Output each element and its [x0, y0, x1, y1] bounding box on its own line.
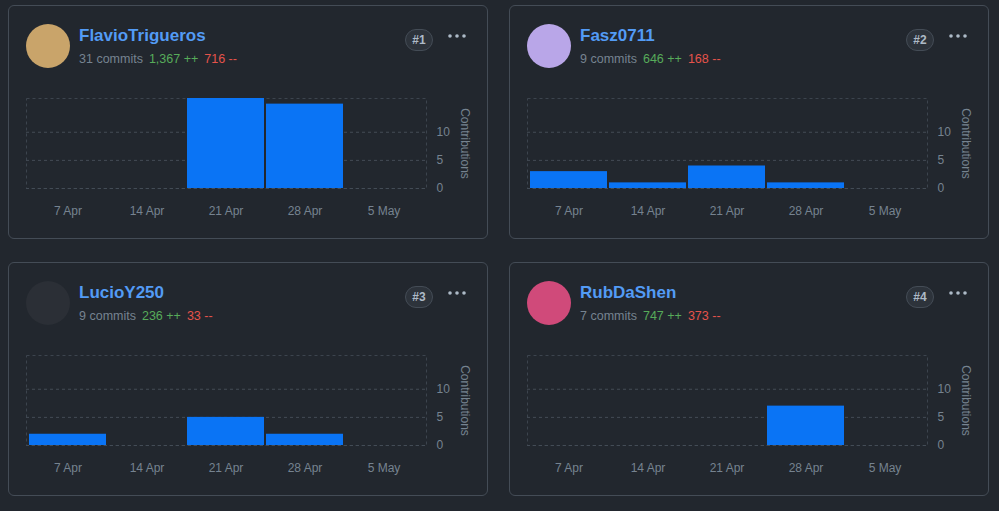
- svg-text:28 Apr: 28 Apr: [288, 461, 323, 475]
- html-text:168 --: 168 --: [687, 52, 721, 66]
- svg-text:5 May: 5 May: [368, 204, 401, 218]
- svg-text:21 Apr: 21 Apr: [209, 204, 244, 218]
- svg-text:14 Apr: 14 Apr: [631, 461, 666, 475]
- html-text:236 ++: 236 ++: [142, 309, 181, 323]
- svg-text:7 Apr: 7 Apr: [54, 461, 82, 475]
- html-text:#2: #2: [913, 33, 927, 47]
- svg-text:21 Apr: 21 Apr: [710, 461, 745, 475]
- svg-text:7 Apr: 7 Apr: [555, 204, 583, 218]
- svg-text:5 May: 5 May: [869, 204, 902, 218]
- html-text:31 commits: 31 commits: [79, 52, 143, 66]
- html-text:9 commits: 9 commits: [580, 52, 637, 66]
- svg-text:5: 5: [437, 153, 444, 167]
- html-text:#3: #3: [412, 290, 426, 304]
- svg-text:0: 0: [437, 438, 444, 452]
- svg-text:14 Apr: 14 Apr: [130, 461, 165, 475]
- html-text:7 commits: 7 commits: [580, 309, 637, 323]
- svg-text:10: 10: [437, 125, 451, 139]
- svg-text:5 May: 5 May: [368, 461, 401, 475]
- svg-text:Contributions: Contributions: [458, 365, 472, 436]
- svg-text:5: 5: [437, 410, 444, 424]
- html-text:Fasz0711: Fasz0711: [580, 26, 655, 45]
- svg-text:14 Apr: 14 Apr: [631, 204, 666, 218]
- svg-text:5 May: 5 May: [869, 461, 902, 475]
- html-text:FlavioTrigueros: FlavioTrigueros: [79, 26, 206, 45]
- svg-text:0: 0: [437, 181, 444, 195]
- svg-text:Contributions: Contributions: [959, 365, 973, 436]
- svg-text:28 Apr: 28 Apr: [789, 204, 824, 218]
- html-text:#1: #1: [412, 33, 426, 47]
- html-text:LucioY250: LucioY250: [79, 283, 164, 302]
- svg-text:21 Apr: 21 Apr: [209, 461, 244, 475]
- svg-text:28 Apr: 28 Apr: [789, 461, 824, 475]
- svg-text:10: 10: [938, 382, 952, 396]
- svg-text:28 Apr: 28 Apr: [288, 204, 323, 218]
- svg-text:5: 5: [938, 153, 945, 167]
- html-text:747 ++: 747 ++: [643, 309, 682, 323]
- svg-text:0: 0: [938, 181, 945, 195]
- svg-text:10: 10: [437, 382, 451, 396]
- html-text:1,367 ++: 1,367 ++: [148, 52, 199, 66]
- html-text:#4: #4: [913, 290, 927, 304]
- html-text:716 --: 716 --: [204, 52, 237, 66]
- svg-text:14 Apr: 14 Apr: [130, 204, 165, 218]
- html-text:9 commits: 9 commits: [79, 309, 136, 323]
- svg-text:7 Apr: 7 Apr: [54, 204, 82, 218]
- html-text:373 --: 373 --: [687, 309, 721, 323]
- html-text:RubDaShen: RubDaShen: [580, 283, 677, 302]
- svg-text:5: 5: [938, 410, 945, 424]
- svg-text:Contributions: Contributions: [959, 108, 973, 179]
- svg-text:7 Apr: 7 Apr: [555, 461, 583, 475]
- svg-text:21 Apr: 21 Apr: [710, 204, 745, 218]
- svg-text:Contributions: Contributions: [458, 108, 472, 179]
- html-text:646 ++: 646 ++: [643, 52, 682, 66]
- html-text:33 --: 33 --: [186, 309, 213, 323]
- svg-text:10: 10: [938, 125, 952, 139]
- svg-text:0: 0: [938, 438, 945, 452]
